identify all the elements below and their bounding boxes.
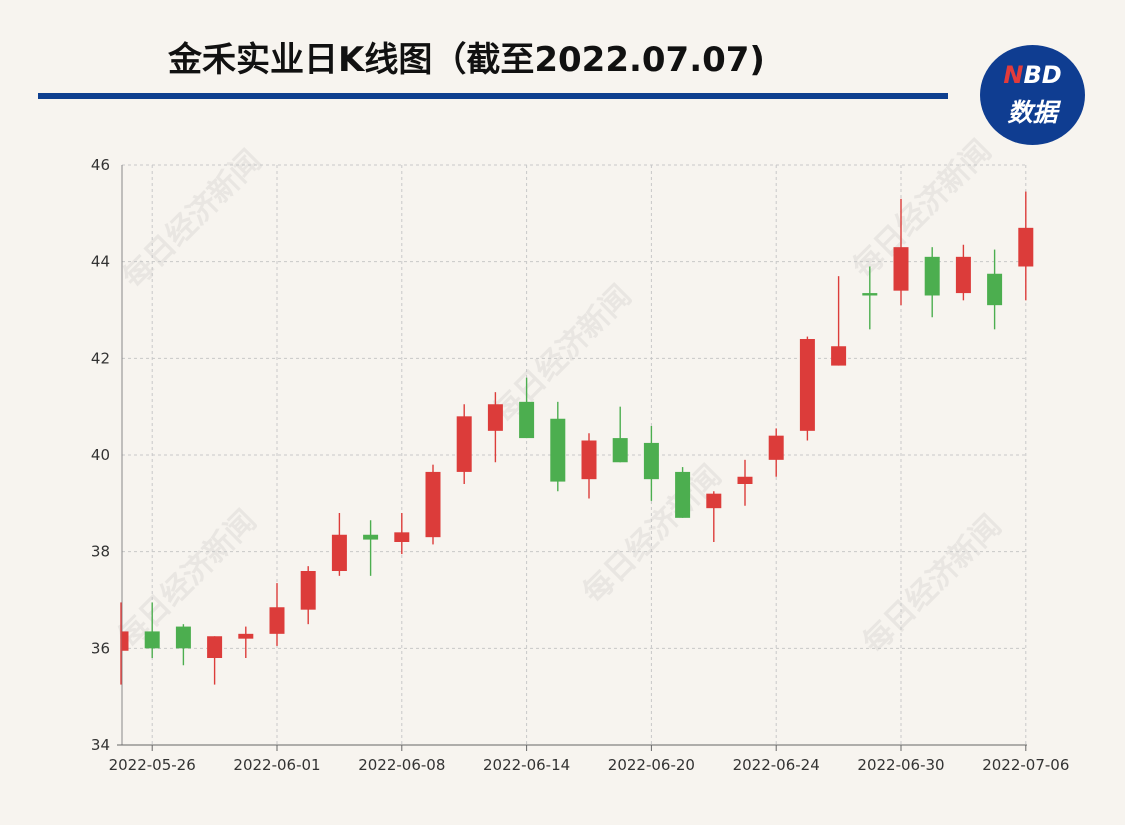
logo-bd: BD: [1023, 61, 1062, 89]
y-tick-label: 44: [91, 253, 110, 271]
x-tick-label: 2022-06-30: [857, 756, 944, 774]
candle-body: [675, 471, 691, 518]
candle-body: [831, 346, 847, 366]
candle-body: [643, 442, 659, 480]
y-tick-label: 40: [91, 446, 110, 464]
candle-body: [799, 339, 815, 431]
logo-n: N: [1003, 61, 1024, 89]
candle-body: [893, 247, 909, 291]
candle-body: [706, 493, 722, 509]
candle-body: [238, 633, 254, 639]
candle-body: [456, 416, 472, 472]
y-tick-label: 38: [91, 543, 110, 561]
y-tick-label: 34: [91, 736, 110, 754]
x-tick-label: 2022-07-06: [982, 756, 1069, 774]
candle-body: [519, 401, 535, 439]
x-tick-label: 2022-06-20: [608, 756, 695, 774]
x-tick-label: 2022-06-01: [233, 756, 320, 774]
candle-body: [550, 418, 566, 482]
candle-body: [269, 607, 285, 634]
logo-nbd-text: NBD: [980, 61, 1085, 89]
candle-body: [425, 471, 441, 538]
candle-body: [122, 631, 129, 651]
candle-body: [581, 440, 597, 480]
y-tick-label: 46: [91, 156, 110, 174]
candle-body: [363, 534, 379, 540]
chart-title: 金禾实业日K线图（截至2022.07.07): [168, 40, 765, 80]
candle-body: [612, 438, 628, 463]
candle-body: [955, 256, 971, 294]
candle-body: [175, 626, 191, 649]
candle-body: [924, 256, 940, 296]
candle-body: [300, 571, 316, 610]
x-tick-label: 2022-05-26: [109, 756, 196, 774]
x-tick-label: 2022-06-24: [733, 756, 820, 774]
candle-body: [144, 631, 160, 649]
logo-shuju-text: 数据: [1007, 98, 1058, 127]
candle-body: [737, 476, 753, 484]
candle-body: [862, 293, 878, 296]
candle-body: [487, 404, 503, 431]
nbd-logo: NBD 数据: [980, 45, 1085, 145]
x-tick-label: 2022-06-14: [483, 756, 570, 774]
title-underline: [38, 93, 948, 99]
x-tick-label: 2022-06-08: [358, 756, 445, 774]
candle-body: [394, 532, 410, 542]
candle-body: [768, 435, 784, 460]
candle-body: [207, 636, 223, 658]
y-tick-label: 42: [91, 349, 110, 367]
y-tick-label: 36: [91, 639, 110, 657]
candle-body: [331, 534, 347, 571]
candle-body: [987, 273, 1003, 306]
candle-body: [1018, 227, 1034, 267]
